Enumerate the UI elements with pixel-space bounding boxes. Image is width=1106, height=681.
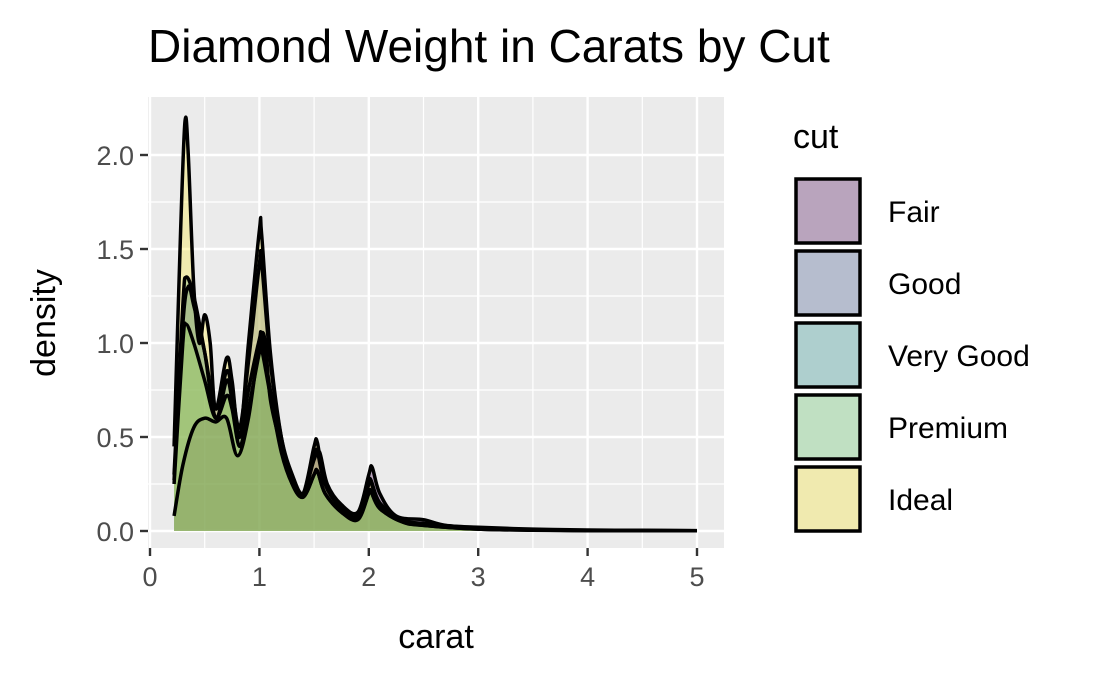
legend-swatch-premium [794,393,862,461]
legend-key-bg-fair [795,178,861,244]
density-area-premium [174,323,697,531]
y-axis-label: density [25,269,63,377]
plot-background [148,97,724,548]
legend-swatch-very-good [794,321,862,389]
y-tick-label: 2.0 [96,141,134,171]
minor-gridlines [148,97,724,548]
density-area-fair [174,332,697,531]
y-tick-label: 1.0 [96,329,134,359]
chart-title: Diamond Weight in Carats by Cut [148,20,830,72]
density-lines [172,115,698,533]
y-tick-label: 0.5 [96,423,134,453]
legend-swatch-fair [794,177,862,245]
legend-items: Fair Good Very Good Premium Ideal [794,177,1030,533]
density-line-ideal [172,115,698,533]
legend-key-bg-premium [795,394,861,460]
x-tick-label: 1 [252,562,267,592]
density-areas [174,117,697,532]
legend-label-very-good: Very Good [888,340,1030,373]
legend-key-bg-ideal [795,466,861,532]
legend-label-good: Good [888,268,961,301]
x-axis-label: carat [398,618,474,656]
x-axis: 0 1 2 3 4 5 [142,548,705,592]
legend-key-bg-good [795,250,861,316]
legend-key-bg-very-good [795,322,861,388]
density-area-ideal [174,117,697,532]
legend-label-premium: Premium [888,412,1008,445]
x-tick-label: 3 [471,562,486,592]
legend-label-ideal: Ideal [888,484,953,517]
density-area-very-good [174,277,697,531]
legend: cut Fair Good Very Good Premium Ideal [793,118,1030,533]
legend-title: cut [793,118,839,156]
x-tick-label: 4 [580,562,595,592]
y-tick-label: 1.5 [96,235,134,265]
y-axis: 0.0 0.5 1.0 1.5 2.0 [96,141,148,547]
density-area-good [174,250,697,531]
x-tick-label: 2 [361,562,376,592]
legend-swatch-good [794,249,862,317]
legend-label-fair: Fair [888,196,940,229]
x-tick-label: 0 [142,562,157,592]
legend-swatch-ideal [794,465,862,533]
y-tick-label: 0.0 [96,517,134,547]
major-gridlines [148,97,724,548]
x-tick-label: 5 [689,562,704,592]
plot-panel [148,97,724,548]
